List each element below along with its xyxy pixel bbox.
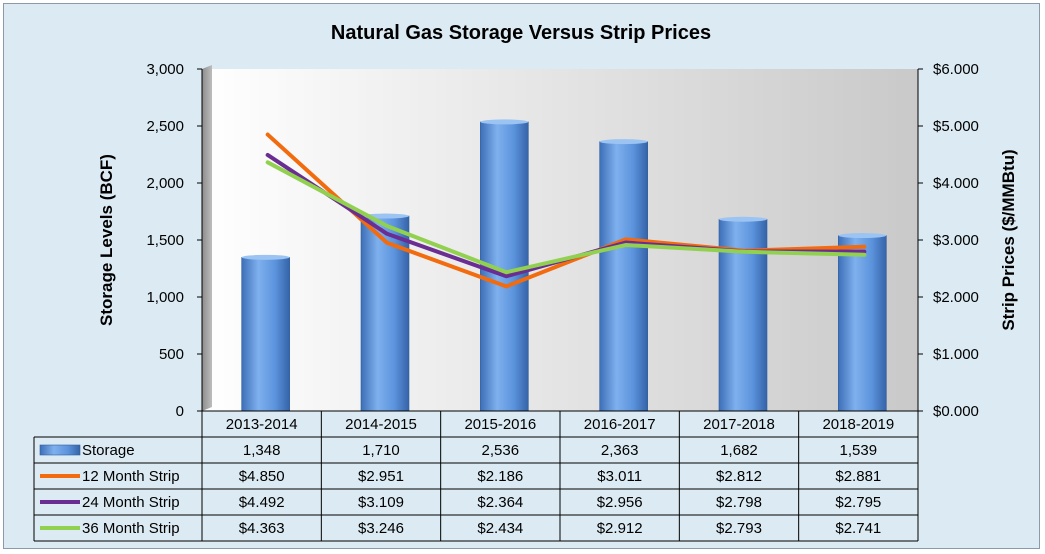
y-left-tick-label: 0 [176,403,184,420]
category-label-2017-2018: 2017-2018 [703,416,775,433]
category-label-2013-2014: 2013-2014 [226,416,298,433]
cell-storage-2017-2018: 1,682 [720,442,758,459]
y-right-tick-label: $3.000 [933,232,979,249]
bar-storage-2018-2019 [838,235,887,412]
category-label-2014-2015: 2014-2015 [345,416,417,433]
cell-12-month-strip-2017-2018: $2.812 [716,468,762,485]
plot-area [201,65,918,411]
cell-storage-2018-2019: 1,539 [840,442,878,459]
bar-top-2016-2017 [599,139,648,145]
plot-background [202,69,918,411]
y-left-tick-label: 1,000 [146,289,184,306]
y-axis-right-title: Strip Prices ($/MMBtu) [999,149,1018,330]
legend-key-storage [39,444,81,456]
bar-top-2018-2019 [838,233,887,239]
y-left-tick-label: 2,000 [146,175,184,192]
cell-12-month-strip-2016-2017: $3.011 [597,468,642,485]
y-right-tick-label: $4.000 [933,175,979,192]
cell-36-month-strip-2013-2014: $4.363 [239,520,285,537]
row-label-storage: Storage [82,442,135,459]
y-left-tick-label: 500 [159,346,184,363]
y-axis-left-title: Storage Levels (BCF) [97,154,116,326]
category-label-2015-2016: 2015-2016 [464,416,536,433]
cell-24-month-strip-2016-2017: $2.956 [597,494,643,511]
plot-side-wall [202,65,212,411]
cell-24-month-strip-2014-2015: $3.109 [358,494,404,511]
cell-12-month-strip-2014-2015: $2.951 [358,468,404,485]
bar-storage-2014-2015 [360,215,410,412]
chart-title: Natural Gas Storage Versus Strip Prices [331,22,711,44]
y-right-tick-label: $5.000 [933,118,979,135]
bar-top-2017-2018 [719,216,767,222]
cell-36-month-strip-2014-2015: $3.246 [358,520,404,537]
cell-36-month-strip-2016-2017: $2.912 [597,520,643,537]
y-right-tick-label: $1.000 [933,346,979,363]
cell-12-month-strip-2015-2016: $2.186 [477,468,523,485]
y-left-tick-label: 2,500 [146,118,184,135]
cell-12-month-strip-2018-2019: $2.881 [835,468,881,485]
row-label-12-month-strip: 12 Month Strip [82,468,180,485]
y-right-tick-label: $2.000 [933,289,979,306]
cell-36-month-strip-2017-2018: $2.793 [716,520,762,537]
cell-24-month-strip-2013-2014: $4.492 [239,494,285,511]
row-label-24-month-strip: 24 Month Strip [82,494,180,511]
y-left-tick-label: 1,500 [146,232,184,249]
cell-36-month-strip-2018-2019: $2.741 [835,520,881,537]
bar-top-2015-2016 [480,119,529,125]
bar-storage-2013-2014 [241,257,290,412]
bar-top-2013-2014 [241,254,290,260]
cell-storage-2016-2017: 2,363 [601,442,639,459]
y-right-tick-label: $6.000 [933,61,979,78]
row-label-36-month-strip: 36 Month Strip [82,520,180,537]
cell-36-month-strip-2015-2016: $2.434 [477,520,523,537]
category-label-2016-2017: 2016-2017 [584,416,656,433]
cell-storage-2013-2014: 1,348 [243,442,281,459]
line-36-month-strip [265,160,867,275]
y-left-tick-label: 3,000 [146,61,184,78]
cell-storage-2015-2016: 2,536 [482,442,520,459]
data-table: 2013-2014 2014-2015 2015-2016 2016-2017 2017… [33,411,919,542]
y-right-tick-label: $0.000 [933,403,979,420]
bar-storage-2016-2017 [599,141,648,412]
category-label-2018-2019: 2018-2019 [822,416,894,433]
cell-24-month-strip-2017-2018: $2.798 [716,494,762,511]
cell-12-month-strip-2013-2014: $4.850 [239,468,285,485]
cell-24-month-strip-2018-2019: $2.795 [835,494,881,511]
line-series-group [265,132,867,289]
cell-storage-2014-2015: 1,710 [362,442,400,459]
cell-24-month-strip-2015-2016: $2.364 [477,494,523,511]
